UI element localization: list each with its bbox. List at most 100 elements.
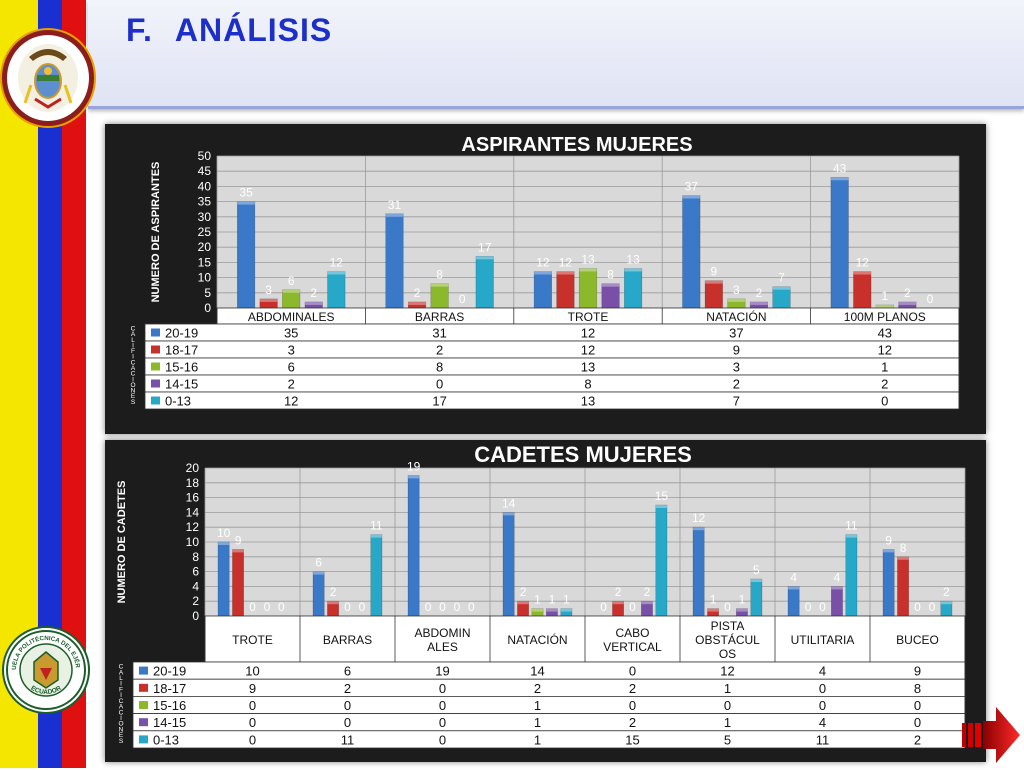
table-cell-value: 0 [439,715,446,730]
table-cell-value: 8 [914,681,921,696]
y-tick-label: 15 [198,255,212,269]
bar-value-label: 0 [819,600,826,614]
bar-value-label: 0 [805,600,812,614]
legend-series-name: 14-15 [165,377,198,392]
category-label: PISTA [711,619,745,633]
bar-value-label: 2 [615,585,622,599]
bar-highlight [897,556,909,560]
legend-title-letter: F [119,686,123,693]
bar-highlight [517,601,529,605]
bar [692,526,705,617]
table-cell-value: 0 [629,664,636,679]
table-cell-value: 1 [724,681,731,696]
bar-value-label: 0 [724,600,731,614]
bar [882,549,895,617]
category-label: OS [719,647,736,661]
legend-title-letter: E [119,732,124,739]
category-label: BARRAS [415,310,464,324]
bar [475,256,494,309]
category-label: OBSTÁCUL [695,632,760,647]
bar [502,512,515,617]
table-cell-value: 8 [584,377,591,392]
table-cell-value: 11 [816,732,830,747]
bar [704,280,723,309]
bar-highlight [385,213,404,217]
chart-panel-cadetes: CADETES MUJERES NUMERO DE CADETES 0 2 4 6 8 10 1… [105,440,986,762]
y-axis-label: NUMERO DE CADETES [116,481,128,604]
legend-title-letter: O [130,382,135,389]
next-arrow-icon[interactable] [960,705,1020,765]
bar-value-label: 8 [607,268,614,282]
bar [772,286,791,309]
bar-value-label: 2 [520,585,527,599]
bar-value-label: 7 [778,271,785,285]
bar [578,268,598,309]
table-cell-value: 19 [435,664,449,679]
bar-value-label: 0 [468,600,475,614]
table-row [144,391,960,410]
table-cell-value: 13 [581,360,595,375]
bar-value-label: 0 [929,600,936,614]
legend-title-letter: A [131,331,136,338]
table-cell-value: 3 [733,360,740,375]
bar [533,271,552,309]
bar [217,541,230,617]
y-tick-label: 40 [198,179,212,193]
table-cell-value: 12 [878,343,892,358]
bar-value-label: 1 [534,593,541,607]
bar-highlight [727,298,746,302]
bar-highlight [624,268,642,272]
legend-title-letter: O [118,721,123,728]
y-tick-label: 30 [198,210,212,224]
table-cell-value: 10 [245,664,259,679]
table-cell-value: 1 [534,698,541,713]
bar-value-label: 6 [288,274,295,288]
legend-title-letter: N [131,388,136,395]
legend-series-name: 0-13 [165,394,191,409]
table-cell-value: 1 [534,715,541,730]
legend-title-letter: C [131,326,136,333]
bar-highlight [655,505,668,508]
bar-value-label: 12 [330,256,344,270]
svg-text:ECUADOR: ECUADOR [29,685,62,696]
bar-highlight [407,475,420,479]
bar [327,271,346,309]
legend-title-letter: C [131,371,136,378]
bar-value-label: 11 [370,519,383,533]
legend-title-letter: A [119,669,124,676]
bar-highlight [736,608,748,612]
bar-value-label: 0 [264,600,271,614]
y-tick-label: 10 [198,271,212,285]
bar [430,283,449,309]
bar-highlight [787,586,800,590]
bar-value-label: 43 [833,161,847,175]
bar [787,586,800,617]
bar-highlight [940,601,953,605]
y-tick-label: 45 [198,164,212,178]
table-cell-value: 8 [436,360,443,375]
bar-highlight [217,542,230,545]
bar-highlight [705,280,723,284]
table-row [132,678,966,697]
category-label: NATACIÓN [706,309,766,324]
bar-highlight [853,271,872,275]
bar-value-label: 6 [315,556,322,570]
bar-value-label: 2 [310,286,317,300]
bar-value-label: 14 [502,496,516,510]
legend-swatch [139,718,148,727]
table-cell-value: 2 [534,681,541,696]
bar-value-label: 3 [733,283,740,297]
bar-value-label: 1 [563,593,570,607]
bar [556,271,575,309]
table-cell-value: 17 [432,394,446,409]
y-tick-label: 8 [192,550,199,564]
bar-value-label: 2 [644,585,651,599]
bar-value-label: 0 [629,600,636,614]
bar-value-label: 1 [881,289,888,303]
seal-text-bottom: ECUADOR [29,685,62,696]
bar [682,195,701,309]
category-label: TROTE [568,310,609,324]
table-cell-value: 0 [344,715,351,730]
